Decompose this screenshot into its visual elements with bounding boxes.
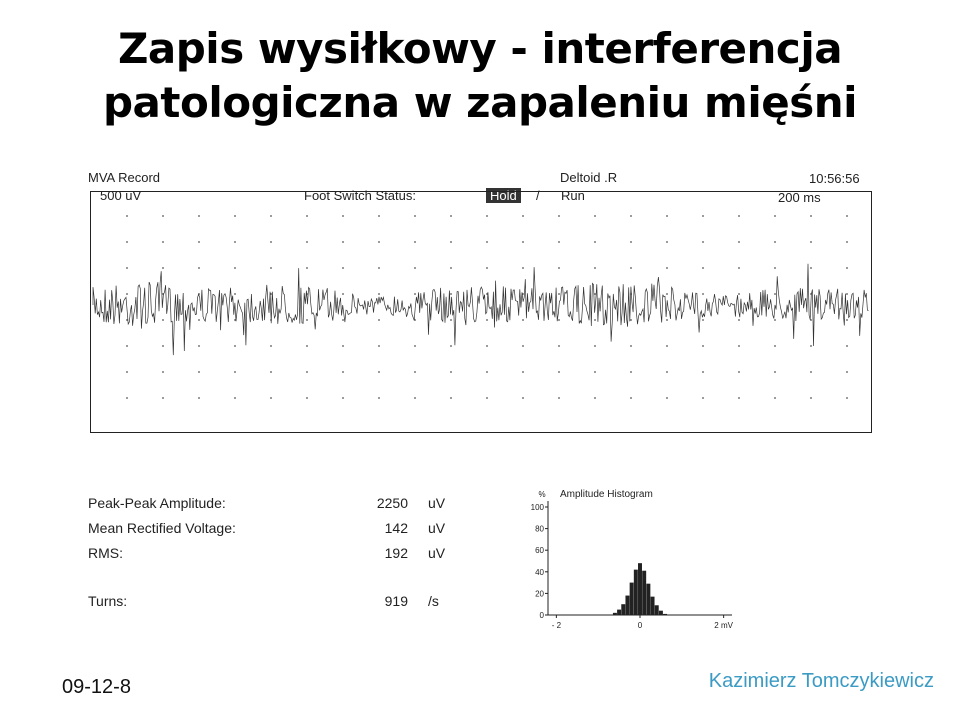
histogram-x-tick-label: - 2 — [552, 621, 562, 630]
stat-value: 919 — [384, 593, 408, 609]
stat-label: RMS: — [88, 545, 123, 561]
histogram-bar — [646, 583, 651, 615]
emg-signal — [92, 263, 869, 356]
slide-title: Zapis wysiłkowy - interferencja patologi… — [0, 22, 960, 130]
slide-title-line-2: patologiczna w zapaleniu mięśni — [102, 78, 858, 127]
record-name: MVA Record — [88, 170, 161, 185]
stat-label: Peak-Peak Amplitude: — [88, 495, 226, 511]
histogram-title: Amplitude Histogram — [560, 489, 653, 500]
stat-unit: uV — [428, 520, 446, 536]
histogram-y-tick-label: 100 — [531, 503, 545, 512]
emg-trace — [92, 215, 869, 399]
histogram-y-tick-label: 20 — [535, 589, 544, 598]
histogram-bar — [621, 604, 626, 615]
histogram-x-tick-label: 0 — [638, 621, 643, 630]
slide-title-line-1: Zapis wysiłkowy - interferencja — [117, 24, 843, 73]
emg-trace-frame — [90, 191, 872, 433]
histogram-bar — [663, 613, 668, 615]
stat-value: 2250 — [376, 495, 408, 511]
histogram-x-tick-label: 2 mV — [714, 621, 733, 630]
stat-row-turns: Turns: 919 /s — [88, 593, 448, 613]
stat-row-peak-peak: Peak-Peak Amplitude: 2250 uV — [88, 495, 448, 515]
histogram-y-tick-label: 0 — [540, 611, 545, 620]
muscle-name: Deltoid .R — [560, 170, 618, 185]
foot-switch-separator: / — [536, 188, 540, 203]
sweep-label: 200 ms — [778, 190, 821, 205]
amplitude-histogram: Amplitude Histogram % 100 80 60 40 20 0 - 2 0 2 m… — [520, 485, 820, 635]
stat-unit: uV — [428, 545, 446, 561]
histogram-bar — [629, 582, 634, 615]
stat-label: Turns: — [88, 593, 128, 609]
histogram-y-tick-label: 40 — [535, 568, 544, 577]
histogram-bar — [617, 609, 622, 615]
histogram-y-tick-label: 80 — [535, 525, 544, 534]
stat-value: 192 — [384, 545, 408, 561]
histogram-bar — [654, 605, 659, 615]
emg-printout: MVA Record Deltoid .R 10:56:56 500 uV Fo… — [80, 165, 880, 635]
stat-unit: /s — [428, 593, 439, 609]
record-time: 10:56:56 — [809, 171, 860, 186]
stat-row-rms: RMS: 192 uV — [88, 545, 448, 565]
histogram-bar — [625, 595, 630, 615]
histogram-bar — [650, 596, 655, 615]
histogram-bar — [633, 569, 638, 615]
histogram-bar — [642, 570, 647, 615]
histogram-bar — [612, 612, 617, 615]
histogram-y-unit: % — [538, 490, 545, 499]
stat-label: Mean Rectified Voltage: — [88, 520, 236, 536]
histogram-y-tick-label: 60 — [535, 546, 544, 555]
stat-value: 142 — [384, 520, 408, 536]
histogram-plot: % 100 80 60 40 20 0 - 2 0 2 mV — [531, 490, 734, 630]
histogram-bar — [658, 610, 663, 615]
stat-unit: uV — [428, 495, 446, 511]
footer-author: Kazimierz Tomczykiewicz — [708, 670, 934, 692]
footer-date: 09-12-8 — [62, 676, 131, 698]
stat-row-mean-rectified: Mean Rectified Voltage: 142 uV — [88, 520, 448, 540]
histogram-bar — [638, 563, 642, 615]
